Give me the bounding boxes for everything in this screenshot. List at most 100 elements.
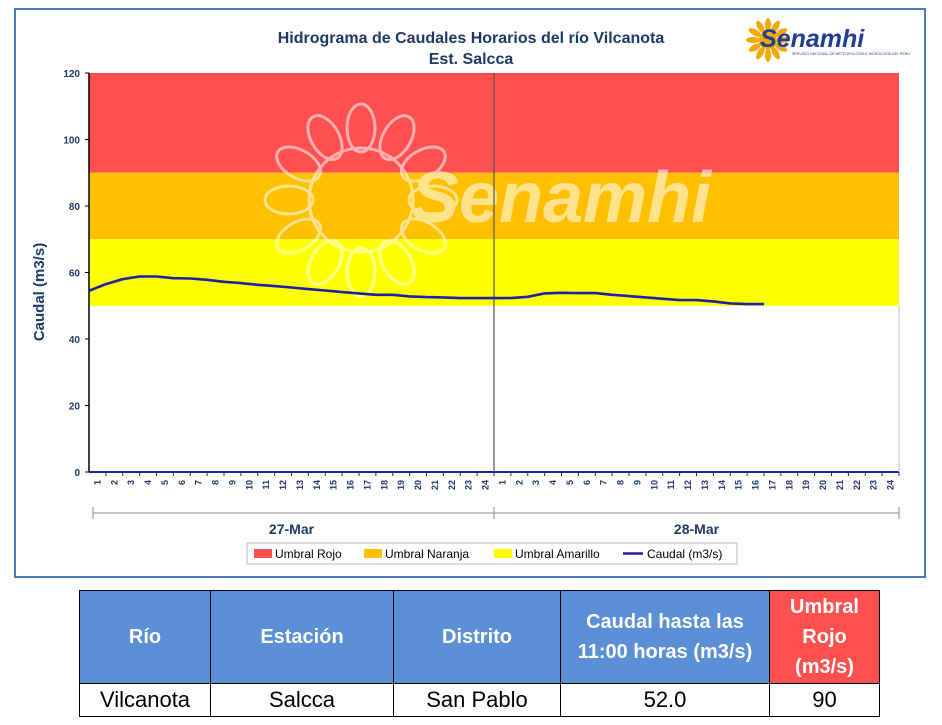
watermark-sun-ray	[345, 246, 377, 298]
x-tick-label: 4	[548, 480, 558, 485]
x-tick-label: 12	[683, 480, 693, 490]
x-tick-label: 3	[531, 480, 541, 485]
day-label: 28-Mar	[674, 521, 720, 537]
cell-umbral-rojo: 90	[769, 683, 880, 717]
x-tick-label: 17	[767, 480, 777, 490]
x-tick-label: 6	[177, 480, 187, 485]
x-tick-label: 16	[751, 480, 761, 490]
x-tick-label: 24	[481, 480, 491, 490]
x-tick-label: 5	[565, 480, 575, 485]
x-tick-label: 11	[261, 480, 271, 490]
y-tick-label: 100	[63, 136, 80, 147]
x-tick-label: 14	[312, 480, 322, 490]
x-tick-label: 10	[649, 480, 659, 490]
x-tick-label: 17	[362, 480, 372, 490]
legend-label: Caudal (m3/s)	[647, 547, 722, 561]
data-table: Río Estación Distrito Caudal hasta las 1…	[79, 590, 880, 717]
logo-sun-ray	[774, 43, 788, 52]
header-estacion: Estación	[210, 590, 394, 684]
x-tick-label: 18	[784, 480, 794, 490]
x-tick-label: 13	[295, 480, 305, 490]
x-tick-label: 21	[430, 480, 440, 490]
watermark-sun-ray	[407, 184, 459, 216]
watermark-sun-ray	[306, 238, 344, 286]
x-tick-label: 23	[869, 480, 879, 490]
y-axis-label: Caudal (m3/s)	[31, 243, 48, 341]
y-tick-label: 40	[69, 335, 81, 346]
x-tick-label: 21	[835, 480, 845, 490]
y-tick-label: 20	[69, 402, 81, 413]
watermark-sun-ray	[378, 238, 416, 286]
y-tick-label: 60	[69, 269, 81, 280]
x-tick-label: 8	[211, 480, 221, 485]
x-tick-label: 1	[92, 480, 102, 485]
logo-sun-ray	[765, 18, 771, 32]
x-tick-label: 19	[801, 480, 811, 490]
y-tick-label: 0	[74, 468, 80, 479]
watermark-text: Senamhi	[411, 158, 713, 238]
watermark-sun-ray	[275, 217, 323, 255]
watermark-sun-ray	[399, 217, 447, 255]
watermark-sun-ray	[263, 184, 315, 216]
x-tick-label: 23	[464, 480, 474, 490]
x-tick-label: 6	[582, 480, 592, 485]
x-tick-label: 3	[126, 480, 136, 485]
x-tick-label: 19	[396, 480, 406, 490]
logo-sun-ray	[746, 37, 760, 43]
cell-estacion: Salcca	[210, 683, 394, 717]
legend-swatch	[364, 549, 382, 558]
x-tick-label: 1	[497, 480, 507, 485]
x-tick-label: 15	[734, 480, 744, 490]
x-tick-label: 2	[109, 480, 119, 485]
day-label: 27-Mar	[269, 521, 315, 537]
x-tick-label: 13	[700, 480, 710, 490]
cell-rio: Vilcanota	[79, 683, 211, 717]
header-umbral-rojo: Umbral Rojo (m3/s)	[769, 590, 880, 684]
x-tick-label: 7	[194, 480, 204, 485]
x-tick-label: 15	[329, 480, 339, 490]
legend-label: Umbral Rojo	[275, 547, 342, 561]
cell-caudal: 52.0	[560, 683, 770, 717]
x-tick-label: 7	[599, 480, 609, 485]
legend-swatch	[494, 549, 512, 558]
x-tick-label: 9	[632, 480, 642, 485]
logo-sun-ray	[771, 46, 780, 60]
legend-box	[246, 542, 738, 565]
logo-sun-ray	[776, 37, 790, 43]
watermark-sun-ray	[378, 114, 416, 162]
logo-text: Senamhi	[760, 25, 865, 53]
x-tick-label: 22	[447, 480, 457, 490]
y-tick-label: 120	[63, 69, 80, 80]
header-distrito: Distrito	[393, 590, 561, 684]
logo-sun-ray	[756, 46, 765, 60]
logo-subtext: SERVICIO NACIONAL DE METEOROLOGÍA E HIDR…	[792, 51, 910, 56]
x-tick-label: 16	[346, 480, 356, 490]
logo-sun-ray	[756, 20, 765, 34]
x-tick-label: 11	[666, 480, 676, 490]
legend-label: Umbral Amarillo	[515, 547, 600, 561]
chart-subtitle: Est. Salcca	[429, 51, 514, 68]
watermark-sun-icon	[307, 146, 415, 254]
watermark-sun-ray	[275, 145, 323, 183]
table-row: Vilcanota Salcca San Pablo 52.0 90	[79, 683, 880, 717]
watermark-sun-ray	[345, 102, 377, 154]
logo-sun-ray	[774, 28, 788, 37]
chart-title: Hidrograma de Caudales Horarios del río …	[278, 30, 665, 47]
series-line-caudal	[88, 275, 764, 306]
x-tick-label: 2	[514, 480, 524, 485]
logo-sun-ray	[771, 20, 780, 34]
x-tick-label: 20	[818, 480, 828, 490]
logo-sun-ray	[765, 48, 771, 62]
logo-sun-ray	[748, 43, 762, 52]
watermark-sun-ray	[399, 145, 447, 183]
x-tick-label: 14	[717, 480, 727, 490]
watermark-sun-ray	[306, 114, 344, 162]
x-tick-label: 8	[616, 480, 626, 485]
x-tick-label: 4	[143, 480, 153, 485]
logo-sun-icon	[759, 31, 777, 49]
x-tick-label: 12	[278, 480, 288, 490]
legend-label: Umbral Naranja	[385, 547, 469, 561]
x-tick-label: 5	[160, 480, 170, 485]
x-tick-label: 20	[413, 480, 423, 490]
